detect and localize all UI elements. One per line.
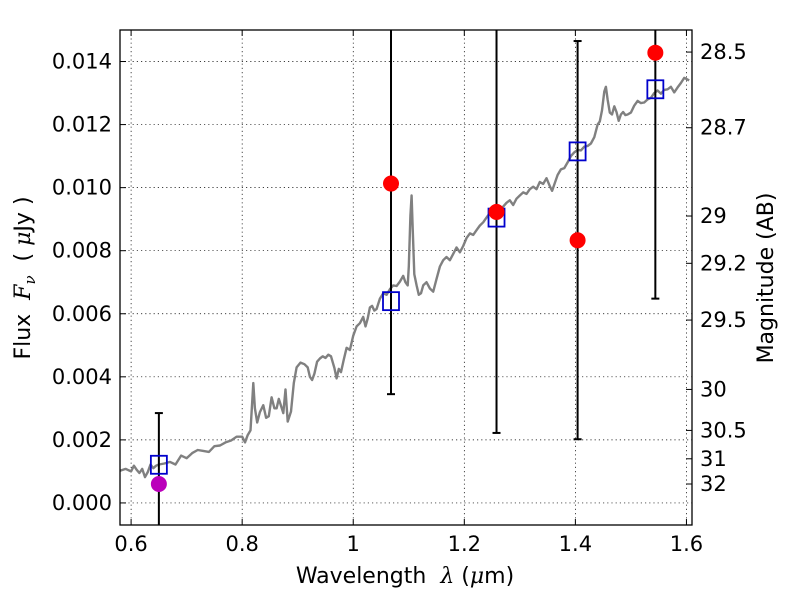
plot-series <box>119 30 690 525</box>
y2-tick-label: 30 <box>700 377 727 401</box>
model-square-marker <box>568 141 587 162</box>
observed-point <box>647 44 664 61</box>
observed-point <box>488 203 505 220</box>
y2-tick-label: 32 <box>700 472 727 496</box>
y2-tick-label: 28.7 <box>700 116 747 140</box>
observed-point <box>383 175 400 192</box>
model-square-marker <box>149 454 168 475</box>
y2-tick-label: 30.5 <box>700 418 747 442</box>
grid-lines <box>120 30 692 525</box>
y-tick-label: 0.008 <box>52 239 112 263</box>
model-square-marker <box>646 79 665 100</box>
y2-tick-label: 29.5 <box>700 308 747 332</box>
observed-point <box>150 476 167 493</box>
y-tick-label: 0.002 <box>52 428 112 452</box>
y2-tick-label: 29.2 <box>700 251 747 275</box>
y-tick-label: 0.010 <box>52 176 112 200</box>
y-tick-label: 0.012 <box>52 113 112 137</box>
x-tick-label: 0.6 <box>114 532 147 556</box>
x-tick-label: 1.6 <box>670 532 703 556</box>
y-tick-label: 0.014 <box>52 50 112 74</box>
y2-tick-label: 28.5 <box>700 40 747 64</box>
y-tick-label: 0.000 <box>52 491 112 515</box>
x-axis-label: Wavelength λ (μm) <box>296 564 514 589</box>
y2-tick-label: 29 <box>700 204 727 228</box>
x-tick-label: 0.8 <box>225 532 258 556</box>
y2-tick-label: 31 <box>700 447 727 471</box>
x-tick-label: 1.4 <box>559 532 592 556</box>
x-tick-label: 1 <box>347 532 360 556</box>
y-tick-label: 0.004 <box>52 365 112 389</box>
x-tick-label: 1.2 <box>448 532 481 556</box>
model-square-marker <box>382 291 400 312</box>
axis-ticks: 0.6 0.8 1 1.2 1.4 1.6 0.000 0.002 0.004 0.006 0.00… <box>52 30 747 556</box>
y-axis-label: Flux Fν ( μJy ) <box>11 196 39 359</box>
spectrum-line <box>119 76 690 479</box>
y-tick-label: 0.006 <box>52 302 112 326</box>
observed-point <box>569 232 586 249</box>
plot-frame <box>119 29 693 526</box>
y2-axis-label: Magnitude (AB) <box>754 193 779 364</box>
